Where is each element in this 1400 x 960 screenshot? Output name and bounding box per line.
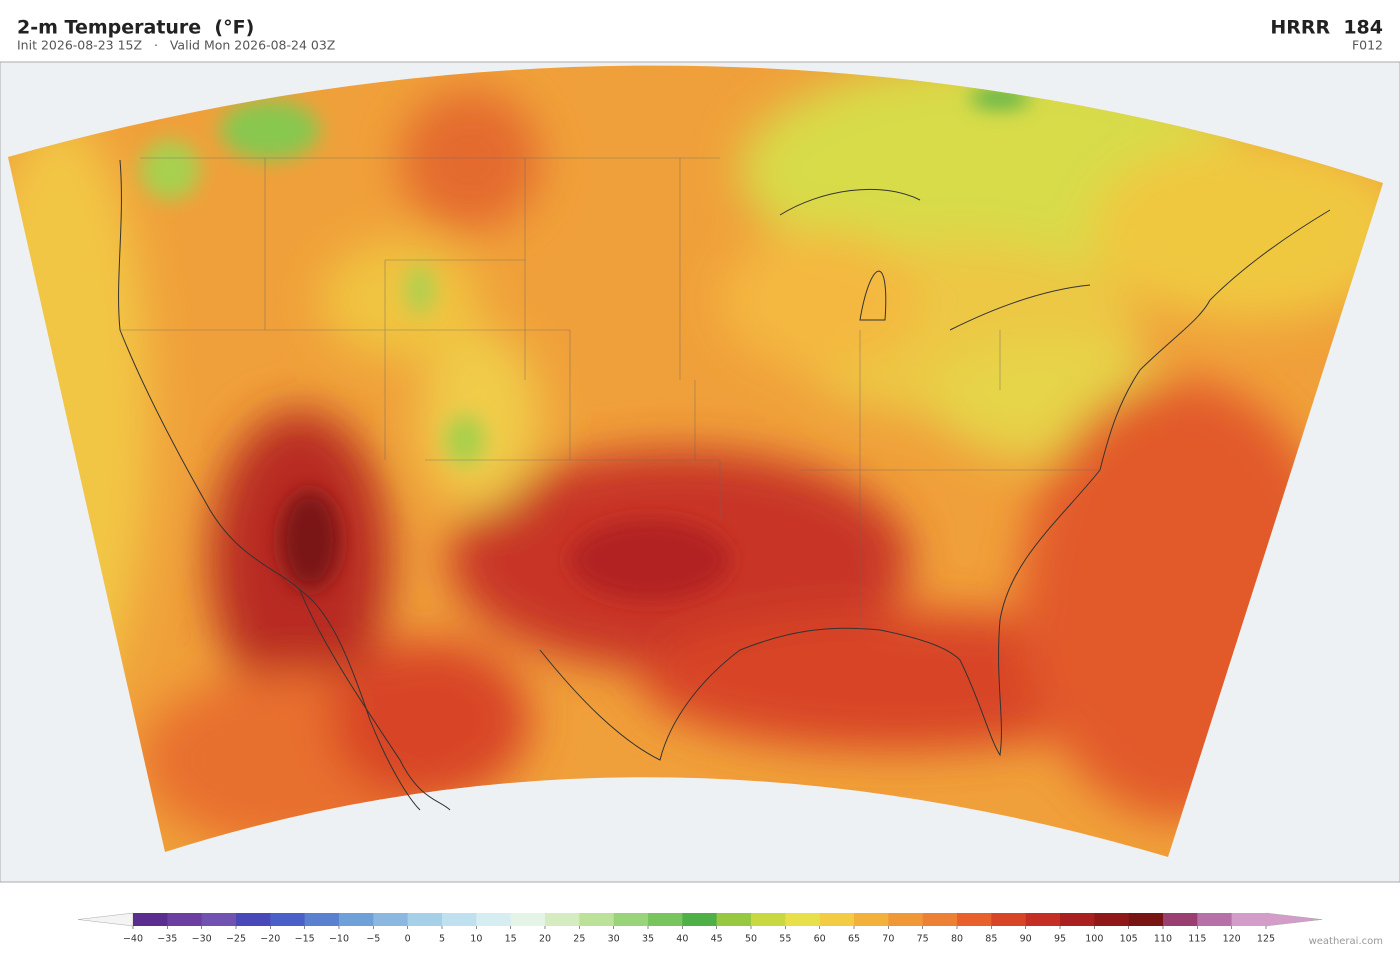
colorbar-over [1265,912,1323,927]
colorbar: −40 −35 −30 −25 −20 −15 −10 −5 0 5 10 15 20 25 30 35 40 4… [77,912,1323,945]
colorbar-tick-label: 50 [745,934,757,945]
colorbar-segment [991,913,1026,926]
colorbar-segment [613,913,649,926]
state-borders [120,157,1100,630]
colorbar-tick-label: 15 [505,934,517,945]
colorbar-segment [270,913,305,926]
colorbar-tick-label: 10 [470,934,482,945]
colorbar-tick-label: −35 [157,934,177,945]
colorbar-segment [510,913,546,926]
colorbar-tick-label: 55 [779,934,791,945]
colorbar-tick-label: −10 [329,934,349,945]
colorbar-segment [442,913,477,926]
colorbar-tick-label: −5 [366,934,380,945]
colorbar-segment [1197,913,1232,926]
colorbar-tick-label: 85 [985,934,997,945]
colorbar-segment [819,913,855,926]
colorbar-segment [579,913,614,926]
colorbar-segment [682,913,717,926]
colorbar-segment [407,913,443,926]
colorbar-segment [888,913,923,926]
colorbar-tick-label: 5 [439,934,445,945]
colorbar-segment [133,913,168,926]
colorbar-tick-label: 115 [1188,934,1206,945]
colorbar-tick-label: 105 [1120,934,1138,945]
colorbar-segment [545,913,580,926]
colorbar-segment [716,913,752,926]
colorbar-tick-label: 30 [608,934,620,945]
colorbar-segment [1128,913,1164,926]
colorbar-segment [854,913,889,926]
colorbar-tick-label: 125 [1257,934,1275,945]
colorbar-tick-label: 25 [573,934,585,945]
colorbar-segment [339,913,374,926]
colorbar-tick-label: 80 [951,934,963,945]
colorbar-tick-label: 45 [711,934,723,945]
colorbar-tick-label: 120 [1223,934,1241,945]
colorbar-tick-label: 110 [1154,934,1172,945]
colorbar-segment [167,913,202,926]
colorbar-tick-label: −40 [123,934,143,945]
colorbar-tick-label: −20 [260,934,280,945]
colorbar-tick-label: 100 [1085,934,1103,945]
model-name: HRRR 184 [1270,17,1383,39]
colorbar-tick-label: −30 [192,934,212,945]
colorbar-tick-label: 20 [539,934,551,945]
forecast-hour: F012 [1352,38,1383,53]
colorbar-tick-label: 60 [814,934,826,945]
colorbar-segment [957,913,992,926]
colorbar-tick-label: 65 [848,934,860,945]
credit: weatherai.com [1309,936,1383,947]
colorbar-tick-label: 70 [882,934,894,945]
colorbar-segment [236,913,271,926]
colorbar-tick-label: 35 [642,934,654,945]
colorbar-tick-label: 0 [405,934,411,945]
colorbar-segment [476,913,511,926]
colorbar-segment [1094,913,1129,926]
subtitle: Init 2026-08-23 15Z · Valid Mon 2026-08-… [17,38,335,53]
colorbar-segment [785,913,820,926]
colorbar-segment [1025,913,1061,926]
colorbar-tick-label: 75 [917,934,929,945]
title: 2-m Temperature (°F) [17,17,254,39]
colorbar-segment [304,913,340,926]
colorbar-tick-label: 40 [676,934,688,945]
colorbar-segment [373,913,408,926]
colorbar-segment [751,913,786,926]
colorbar-under [77,912,134,927]
colorbar-tick-label: 95 [1054,934,1066,945]
colorbar-tick-label: −15 [295,934,315,945]
colorbar-segment [1060,913,1095,926]
colorbar-tick-label: 90 [1020,934,1032,945]
colorbar-segment [922,913,958,926]
coastlines [118,159,1331,811]
colorbar-segment [1163,913,1198,926]
colorbar-segment [201,913,237,926]
colorbar-segment [648,913,683,926]
temperature-field [8,65,1383,857]
colorbar-tick-label: −25 [226,934,246,945]
colorbar-segment [1231,913,1267,926]
